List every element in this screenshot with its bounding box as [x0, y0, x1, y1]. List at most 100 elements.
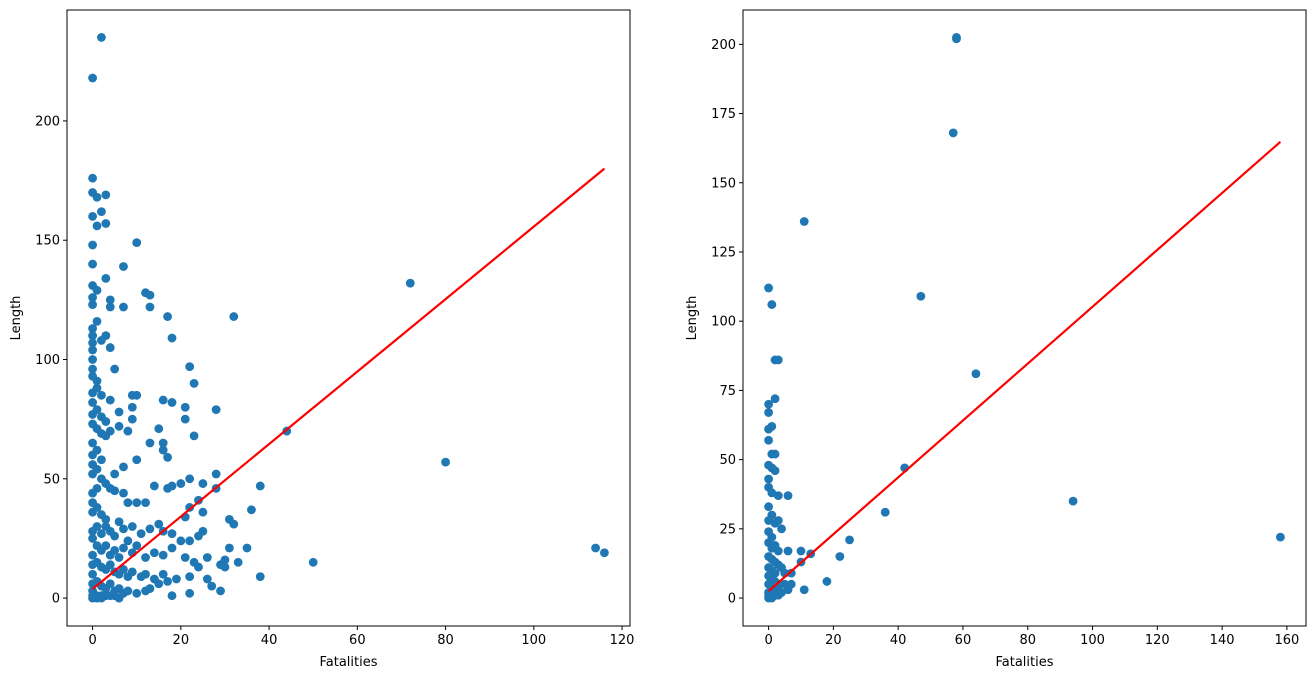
data-point: [242, 543, 252, 553]
data-point: [92, 316, 102, 326]
data-point: [158, 438, 168, 448]
data-point: [123, 536, 133, 546]
x-tick-label: 80: [437, 633, 454, 648]
data-point: [189, 378, 199, 388]
data-point: [88, 409, 97, 419]
data-point: [149, 481, 159, 491]
y-tick-label: 100: [711, 315, 736, 330]
data-point: [88, 526, 97, 536]
data-point: [88, 398, 97, 407]
data-point: [92, 285, 102, 295]
data-point: [180, 414, 190, 424]
data-point: [207, 581, 217, 591]
data-point: [114, 553, 124, 562]
x-tick-label: 0: [88, 633, 96, 648]
data-point: [773, 546, 783, 556]
data-point: [88, 388, 97, 398]
data-point: [799, 585, 809, 595]
data-point: [88, 364, 97, 374]
data-point: [88, 438, 97, 448]
data-point: [132, 455, 142, 465]
data-point: [822, 577, 832, 586]
data-point: [180, 402, 190, 412]
data-point: [233, 557, 243, 567]
data-point: [220, 562, 230, 572]
data-point: [88, 300, 97, 310]
x-axis-label: Fatalities: [995, 655, 1053, 670]
data-point: [119, 524, 128, 534]
data-point: [145, 302, 155, 312]
data-point: [255, 481, 265, 491]
y-axis-label: Length: [685, 296, 700, 341]
data-point: [88, 534, 97, 543]
x-tick-label: 160: [1274, 633, 1299, 648]
data-point: [767, 593, 777, 603]
data-point: [119, 565, 128, 574]
axes-frame: [742, 9, 1307, 627]
data-point: [97, 207, 106, 216]
data-point: [185, 362, 195, 372]
data-point: [132, 541, 142, 551]
data-point: [97, 33, 106, 42]
data-point: [92, 221, 102, 231]
y-tick-label: 50: [43, 472, 60, 487]
data-point: [198, 507, 208, 517]
data-point: [97, 593, 106, 603]
data-point: [114, 421, 124, 431]
data-point: [600, 548, 609, 558]
data-point: [132, 238, 142, 248]
data-point: [88, 324, 97, 333]
axes-frame: [66, 9, 631, 627]
data-point: [88, 293, 97, 302]
data-point: [127, 414, 137, 424]
data-point: [101, 219, 111, 228]
data-point: [101, 541, 111, 551]
data-point: [88, 338, 97, 348]
data-point: [185, 474, 195, 484]
data-point: [777, 524, 786, 534]
data-point: [145, 524, 155, 534]
data-point: [101, 273, 111, 283]
data-point: [154, 579, 164, 589]
data-point: [167, 543, 177, 553]
data-point: [167, 529, 177, 539]
data-point: [405, 278, 415, 288]
data-point: [110, 486, 120, 496]
data-point: [185, 572, 195, 582]
regression-line: [91, 167, 606, 590]
y-tick-label: 0: [728, 592, 736, 607]
data-point: [202, 553, 212, 562]
data-point: [308, 557, 318, 567]
data-point: [1068, 496, 1078, 506]
data-point: [172, 574, 181, 584]
data-point: [783, 491, 793, 501]
data-point: [110, 545, 120, 555]
x-tick-label: 100: [521, 633, 546, 648]
data-point: [783, 546, 793, 556]
data-point: [105, 579, 115, 589]
data-point: [185, 588, 195, 598]
data-point: [952, 33, 961, 42]
data-point: [88, 331, 97, 341]
y-axis-label: Length: [9, 296, 24, 341]
y-tick-label: 50: [719, 453, 736, 468]
data-point: [194, 562, 203, 572]
data-point: [971, 369, 981, 379]
y-tick-label: 100: [35, 353, 60, 368]
data-point: [110, 469, 120, 479]
data-point: [88, 345, 97, 355]
data-point: [158, 550, 168, 560]
data-point: [88, 550, 97, 560]
data-point: [141, 569, 150, 579]
data-point: [835, 552, 845, 561]
data-point: [88, 173, 97, 183]
data-point: [948, 128, 958, 138]
data-point: [105, 295, 115, 305]
data-point: [202, 574, 212, 584]
data-point: [101, 431, 111, 441]
data-point: [167, 398, 177, 407]
data-point: [441, 457, 450, 467]
y-tick-label: 75: [719, 384, 736, 399]
plot-area: [764, 33, 1285, 603]
data-point: [163, 452, 172, 462]
